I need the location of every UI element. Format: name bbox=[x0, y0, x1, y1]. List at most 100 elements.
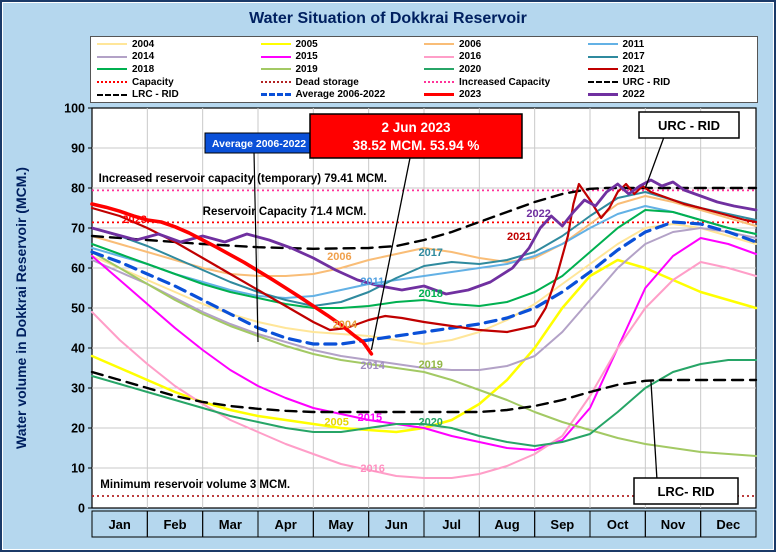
legend-label: 2016 bbox=[459, 51, 482, 63]
y-tick-label: 90 bbox=[71, 142, 85, 156]
legend-line-swatch bbox=[587, 43, 618, 46]
legend-item-2021: 2021 bbox=[587, 63, 752, 75]
series-2011-line bbox=[91, 205, 757, 299]
legend-label: 2018 bbox=[132, 63, 155, 75]
legend-line-swatch bbox=[587, 55, 618, 58]
series-2018-line bbox=[91, 209, 757, 309]
y-tick-label: 70 bbox=[71, 222, 85, 236]
month-label-nov: Nov bbox=[661, 517, 686, 532]
legend-item-increased-capacity: Increased Capacity bbox=[424, 77, 588, 88]
capacity-annotation: Reservoir Capacity 71.4 MCM. bbox=[203, 206, 367, 218]
legend-label: 2011 bbox=[622, 38, 645, 50]
legend-line-swatch bbox=[260, 93, 291, 97]
y-tick-label: 30 bbox=[71, 382, 85, 396]
series-year-label-2011: 2011 bbox=[360, 276, 384, 288]
red-callout-line1: 2 Jun 2023 bbox=[381, 120, 451, 135]
legend-item-2014: 2014 bbox=[97, 51, 261, 62]
avg-callout-leader bbox=[253, 151, 259, 343]
legend-label: 2019 bbox=[295, 63, 318, 75]
series-year-label-2017: 2017 bbox=[418, 247, 442, 259]
legend-item-2018: 2018 bbox=[97, 64, 261, 75]
series-2019-line bbox=[91, 251, 757, 457]
legend-line-swatch bbox=[260, 68, 291, 71]
series-year-label-2021: 2021 bbox=[507, 231, 531, 243]
legend-label: Increased Capacity bbox=[459, 76, 551, 88]
series-2014-line bbox=[91, 227, 757, 371]
y-tick-label: 0 bbox=[78, 502, 85, 516]
series-year-label-2022: 2022 bbox=[526, 208, 550, 220]
series-year-label-2023: 2023 bbox=[122, 214, 146, 226]
urc-box-text: URC - RID bbox=[658, 118, 720, 133]
legend-item-lrc-rid: LRC - RID bbox=[97, 89, 261, 100]
y-tick-label: 10 bbox=[71, 462, 85, 476]
series-2017-line bbox=[91, 191, 757, 307]
y-tick-label: 100 bbox=[64, 102, 85, 116]
month-label-dec: Dec bbox=[716, 517, 740, 532]
month-label-mar: Mar bbox=[219, 517, 242, 532]
legend-item-2016: 2016 bbox=[424, 51, 588, 62]
avg-callout-text: Average 2006-2022 bbox=[212, 138, 306, 150]
legend-item-2015: 2015 bbox=[260, 51, 425, 63]
legend-line-swatch bbox=[424, 68, 454, 71]
legend-line-swatch bbox=[97, 43, 127, 46]
legend-item-2017: 2017 bbox=[587, 51, 752, 63]
series-2023-line bbox=[90, 202, 374, 356]
month-label-may: May bbox=[328, 517, 354, 532]
legend-label: 2017 bbox=[622, 51, 645, 63]
chart-legend: 2004 2005 2006 2011 2014 2015 2016 2017 2018 2019… bbox=[90, 36, 758, 103]
chart-title: Water Situation of Dokkrai Reservoir bbox=[249, 10, 527, 27]
month-label-jul: Jul bbox=[442, 517, 461, 532]
min-volume-annotation: Minimum reservoir volume 3 MCM. bbox=[100, 479, 290, 491]
urc-box-leader bbox=[644, 136, 665, 189]
legend-line-swatch bbox=[587, 93, 618, 97]
legend-line-swatch bbox=[97, 93, 127, 96]
series-2022-line bbox=[90, 178, 758, 296]
legend-label: 2014 bbox=[132, 51, 155, 63]
legend-item-urc-rid: URC - RID bbox=[587, 77, 752, 88]
lrc-box-leader bbox=[650, 379, 658, 481]
y-tick-label: 20 bbox=[71, 422, 85, 436]
month-label-feb: Feb bbox=[163, 517, 186, 532]
legend-line-swatch bbox=[587, 81, 618, 84]
series-year-label-2006: 2006 bbox=[327, 251, 351, 263]
series-2021-line bbox=[90, 182, 758, 334]
month-label-jan: Jan bbox=[108, 517, 130, 532]
y-tick-label: 80 bbox=[71, 182, 85, 196]
legend-line-swatch bbox=[260, 43, 291, 46]
legend-label: 2020 bbox=[459, 63, 482, 75]
legend-item-2006: 2006 bbox=[424, 39, 588, 50]
series-year-label-2018: 2018 bbox=[418, 288, 442, 300]
legend-label: Average 2006-2022 bbox=[295, 89, 386, 101]
month-label-oct: Oct bbox=[607, 517, 629, 532]
series-2016-line bbox=[91, 261, 757, 479]
legend-label: 2004 bbox=[132, 38, 155, 50]
legend-label: 2006 bbox=[459, 38, 482, 50]
month-label-apr: Apr bbox=[274, 517, 296, 532]
legend-label: 2021 bbox=[622, 63, 645, 75]
legend-label: LRC - RID bbox=[132, 89, 179, 101]
legend-line-swatch bbox=[97, 55, 127, 58]
series-2015-line bbox=[91, 237, 757, 451]
series-2006-line bbox=[91, 195, 757, 277]
legend-item-2023: 2023 bbox=[424, 89, 588, 100]
legend-label: 2022 bbox=[622, 89, 645, 101]
legend-label: 2015 bbox=[295, 51, 318, 63]
legend-line-swatch bbox=[424, 43, 454, 46]
month-label-sep: Sep bbox=[550, 517, 574, 532]
legend-line-swatch bbox=[424, 81, 454, 84]
lrc-box bbox=[633, 477, 739, 505]
month-label-jun: Jun bbox=[385, 517, 408, 532]
series-year-label-2019: 2019 bbox=[418, 359, 442, 371]
legend-item-average-2006-2022: Average 2006-2022 bbox=[260, 89, 425, 101]
series-average-2006-2022-line bbox=[90, 220, 758, 346]
series-lrc-rid-line bbox=[90, 370, 758, 414]
red-callout-box bbox=[309, 113, 523, 159]
legend-label: 2023 bbox=[459, 89, 482, 101]
legend-item-2020: 2020 bbox=[424, 64, 588, 75]
y-tick-label: 60 bbox=[71, 262, 85, 276]
legend-line-swatch bbox=[97, 68, 127, 71]
legend-line-swatch bbox=[260, 55, 291, 58]
month-cell bbox=[700, 510, 757, 538]
